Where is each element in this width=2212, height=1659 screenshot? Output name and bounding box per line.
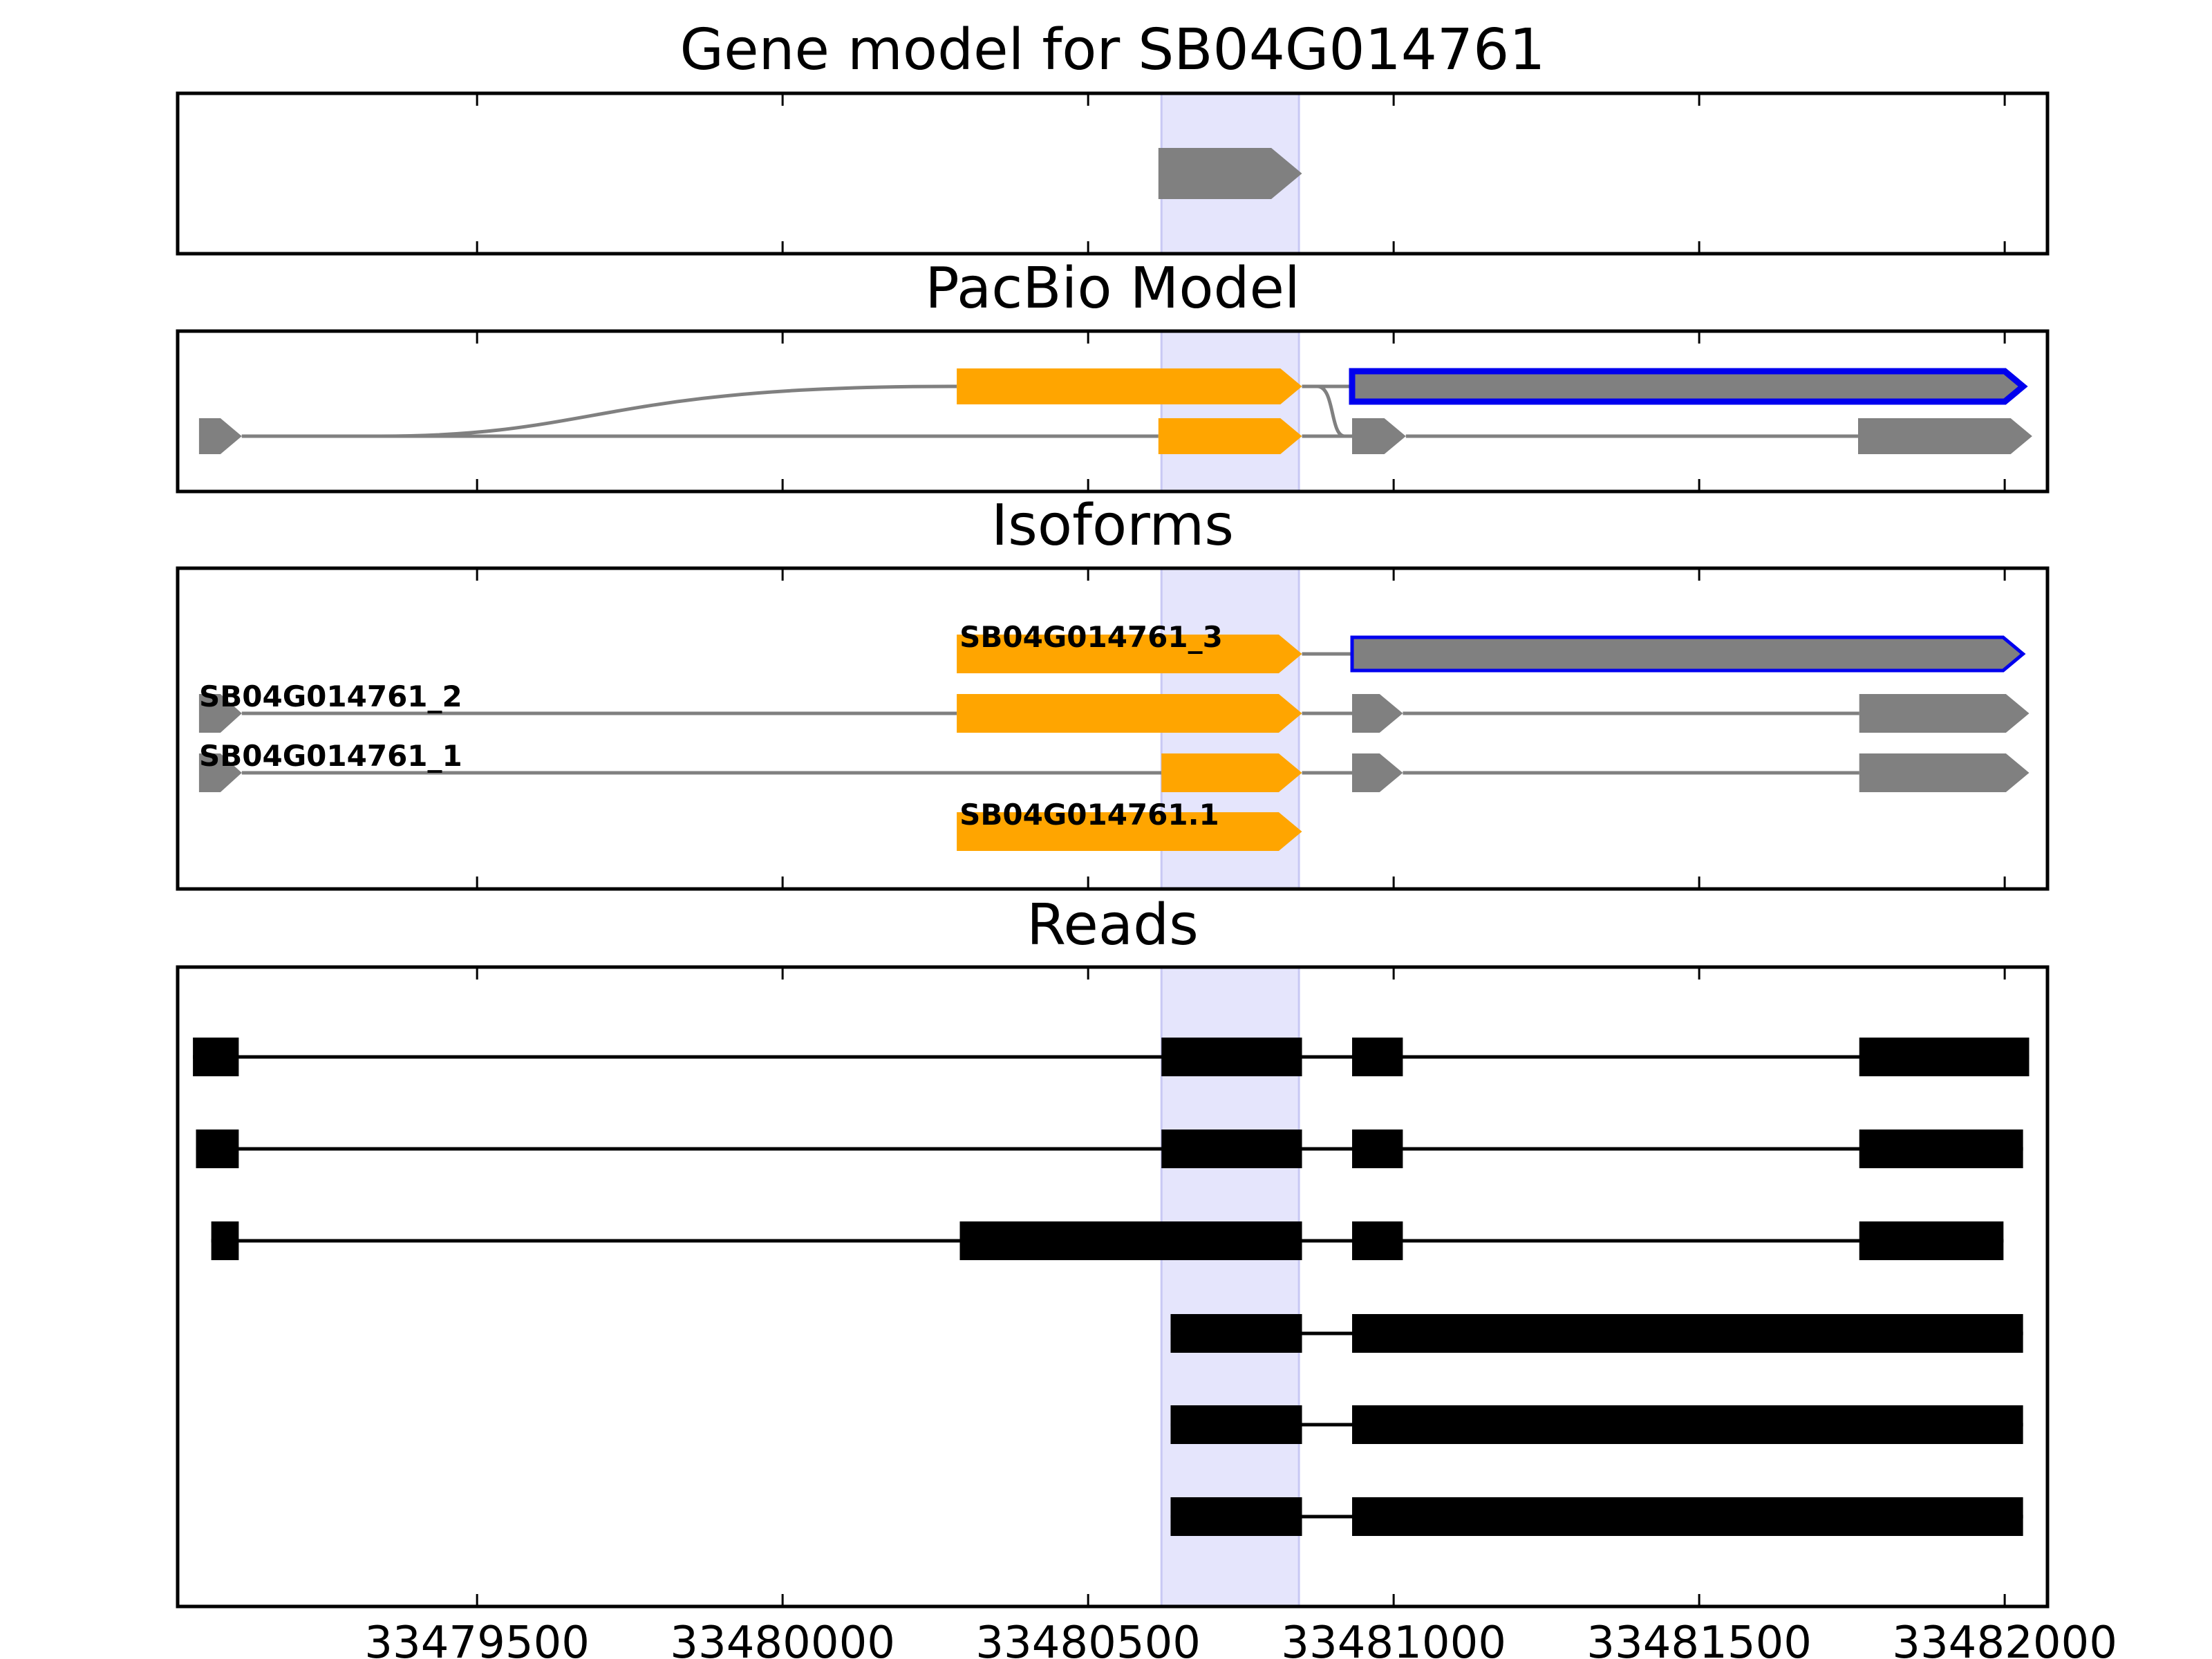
read-exon-block [1161,1130,1302,1168]
panel-title-isoforms: Isoforms [991,493,1234,559]
read-exon-block [1352,1130,1403,1168]
pacbio-exon [198,418,242,454]
read-exon-block [1161,1038,1302,1076]
isoform-label: SB04G014761_1 [199,739,462,773]
read-exon-block [1352,1405,2023,1444]
pacbio-exon [1158,418,1302,454]
isoform-exon [1859,753,2030,792]
isoform-exon [198,753,242,792]
x-tick-label: 33482000 [1892,1618,2117,1659]
isoform-exon [1352,694,1403,733]
isoform-exon [1161,753,1302,792]
read-exon-block [211,1221,239,1260]
x-tick-label: 33481500 [1586,1618,1812,1659]
pacbio-connector-junction [1302,384,1353,438]
panel-frame-isoforms [176,566,2050,891]
read-exon-block [1859,1038,2030,1076]
read-exon-block [1859,1130,2023,1168]
x-tick-label: 33480000 [670,1618,895,1659]
isoform-exon [957,812,1302,851]
read-exon-block [1352,1497,2023,1536]
panel-frame-reads [176,965,2050,1609]
isoform-exon [1859,694,2030,733]
isoform-label: SB04G014761.1 [959,798,1219,832]
x-axis: 33479500 33480000 33480500 33481000 33481500… [364,1618,2117,1659]
isoform-exon [957,635,1302,673]
read-exon-block [1170,1405,1302,1444]
isoform-exon [198,694,242,733]
panel-title-reads: Reads [1027,892,1199,958]
read-exon-block [1170,1497,1302,1536]
isoform-exon-selected [1350,635,2026,673]
isoform-label: SB04G014761_2 [199,679,462,713]
isoform-exon [1352,753,1403,792]
read-exon-block [1352,1038,1403,1076]
highlight-region-pacbio_model [1160,330,1300,493]
read-exon-block [1859,1221,2004,1260]
panels-layer: Gene model for SB04G014761 PacBio Model Is… [176,17,2050,1609]
x-tick-label: 33479500 [364,1618,590,1659]
pacbio-exon [957,368,1302,404]
panel-title-gene-model: Gene model for SB04G014761 [680,17,1546,83]
pacbio-exon [1352,418,1406,454]
read-exon-block [1170,1314,1302,1353]
panel-frame-pacbio-model [176,329,2050,494]
pacbio-connector-curve [241,384,957,438]
pacbio-exon-selected [1349,368,2028,405]
isoform-exon [957,694,1302,733]
read-exon-block [196,1130,239,1168]
isoform-label: SB04G014761_3 [959,620,1223,654]
pacbio-exon [1858,418,2032,454]
panel-frame-gene-model [176,91,2050,256]
read-exon-block [959,1221,1302,1260]
x-tick-label: 33480500 [975,1618,1201,1659]
panel-title-pacbio-model: PacBio Model [925,256,1300,321]
read-exon-block [1352,1221,1403,1260]
read-exon-block [193,1038,239,1076]
x-tick-label: 33481000 [1281,1618,1506,1659]
gene-model-exon [1158,148,1302,199]
read-exon-block [1352,1314,2023,1353]
